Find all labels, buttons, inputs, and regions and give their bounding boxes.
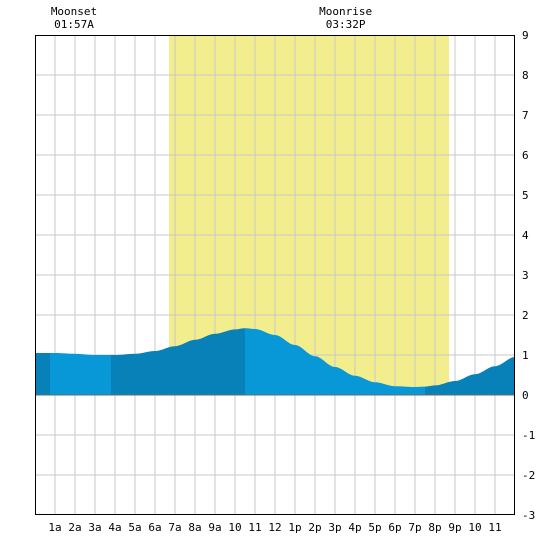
x-tick-label: 12 — [268, 521, 281, 534]
tide-band — [111, 328, 245, 395]
tide-band — [425, 357, 515, 395]
x-tick-label: 5p — [368, 521, 381, 534]
y-tick-label: 8 — [522, 69, 529, 82]
tide-band — [245, 328, 425, 395]
y-tick-label: 0 — [522, 389, 529, 402]
y-axis-ticks: -3 -2 -1 0 1 2 3 4 5 6 7 8 9 — [522, 29, 535, 522]
x-tick-label: 10 — [228, 521, 241, 534]
moon-event-time: 03:32P — [326, 18, 366, 31]
x-tick-label: 3p — [328, 521, 341, 534]
x-tick-label: 6a — [148, 521, 161, 534]
x-tick-label: 7p — [408, 521, 421, 534]
x-tick-label: 8p — [428, 521, 441, 534]
x-tick-label: 2a — [68, 521, 81, 534]
y-tick-label: 1 — [522, 349, 529, 362]
x-tick-label: 3a — [88, 521, 101, 534]
x-tick-label: 6p — [388, 521, 401, 534]
plot-border — [35, 35, 515, 515]
tide-band — [50, 353, 111, 395]
tide-area — [35, 328, 515, 395]
y-tick-label: -3 — [522, 509, 535, 522]
y-tick-label: 6 — [522, 149, 529, 162]
x-tick-label: 1p — [288, 521, 301, 534]
y-tick-label: -2 — [522, 469, 535, 482]
x-tick-label: 2p — [308, 521, 321, 534]
x-tick-label: 8a — [188, 521, 201, 534]
x-tick-label: 11 — [248, 521, 261, 534]
y-tick-label: 9 — [522, 29, 529, 42]
y-tick-label: 3 — [522, 269, 529, 282]
y-tick-label: -1 — [522, 429, 535, 442]
x-tick-label: 1a — [48, 521, 61, 534]
x-tick-label: 9p — [448, 521, 461, 534]
x-tick-label: 7a — [168, 521, 181, 534]
tide-band — [35, 353, 50, 395]
moon-event-name: Moonrise — [319, 5, 372, 18]
moon-event-name: Moonset — [51, 5, 97, 18]
y-tick-label: 2 — [522, 309, 529, 322]
x-tick-label: 11 — [488, 521, 501, 534]
x-tick-label: 4a — [108, 521, 121, 534]
y-tick-label: 7 — [522, 109, 529, 122]
y-tick-label: 5 — [522, 189, 529, 202]
x-tick-label: 5a — [128, 521, 141, 534]
x-tick-label: 10 — [468, 521, 481, 534]
x-axis-ticks: 1a 2a 3a 4a 5a 6a 7a 8a 9a 10 11 12 1p 2p 3p 4p 5p 6p 7p 8p… — [48, 521, 501, 534]
x-tick-label: 4p — [348, 521, 361, 534]
x-tick-label: 9a — [208, 521, 221, 534]
moon-event-time: 01:57A — [54, 18, 94, 31]
y-tick-label: 4 — [522, 229, 529, 242]
